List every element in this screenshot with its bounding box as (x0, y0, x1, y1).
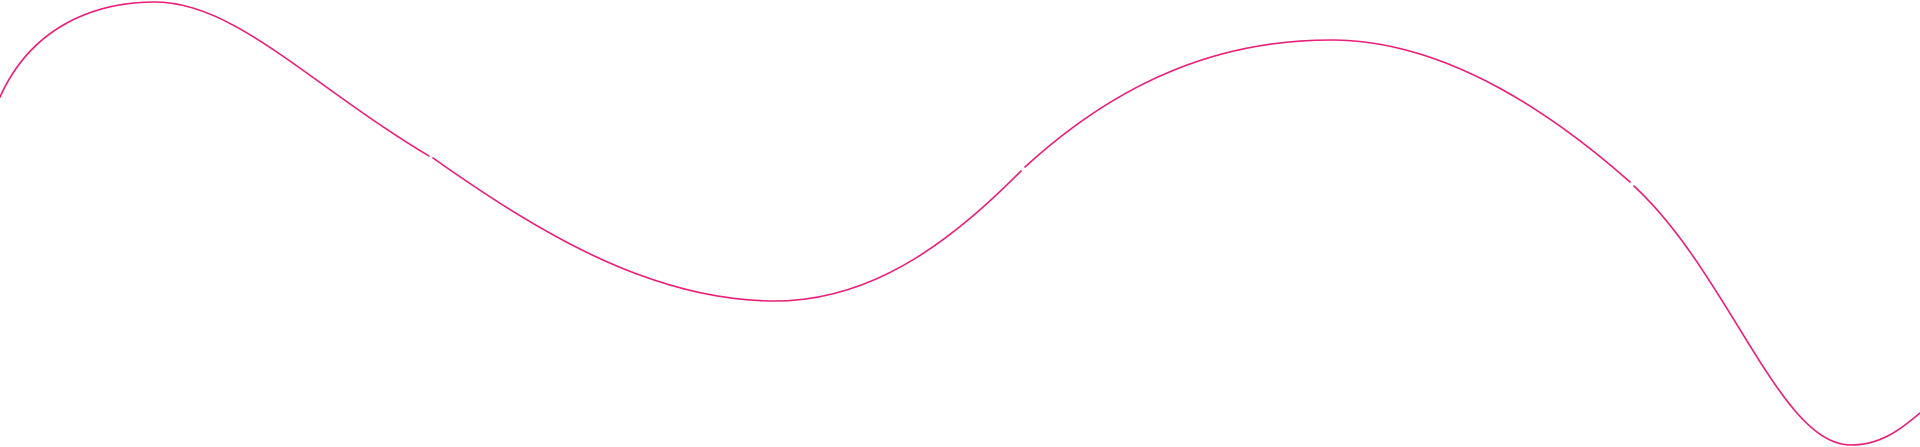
wave-segment-1 (0, 1, 430, 157)
wave-segment-2 (432, 157, 1022, 302)
wave-segment-4 (1633, 185, 1920, 446)
wave-segment-3 (1024, 39, 1631, 183)
